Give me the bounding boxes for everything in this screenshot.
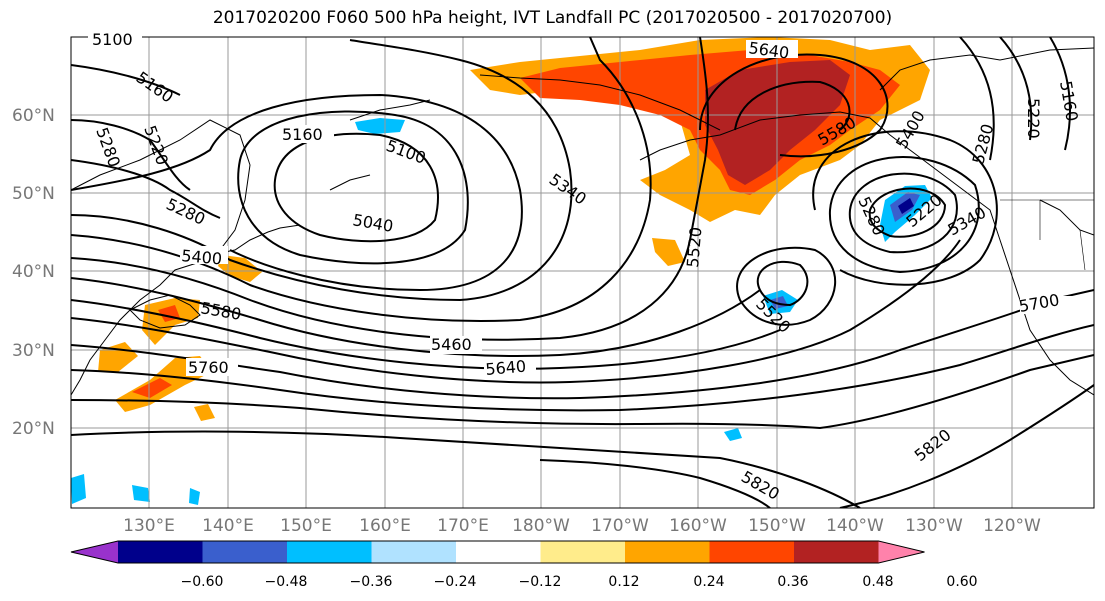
lat-label: 20°N <box>12 419 55 439</box>
lat-label: 30°N <box>12 341 55 361</box>
colorbar-segment <box>709 541 795 563</box>
contour-label: 5640 <box>485 357 527 379</box>
colorbar-tick: −0.12 <box>519 574 562 590</box>
contour-label: 5220 <box>1024 98 1043 139</box>
lon-label: 170°W <box>591 516 649 536</box>
lon-label: 140°E <box>202 516 254 536</box>
colorbar-segment <box>794 541 879 563</box>
latitude-labels: 60°N 50°N 40°N 30°N 20°N <box>12 106 55 439</box>
graticule <box>71 37 1094 508</box>
lon-label: 160°E <box>359 516 411 536</box>
contour-label: 5400 <box>181 246 223 268</box>
contour-label: 5760 <box>188 358 229 377</box>
colorbar-tick: 0.12 <box>608 574 639 590</box>
lat-label: 60°N <box>12 106 55 126</box>
colorbar-tick: 0.60 <box>946 574 977 590</box>
colorbar-segment <box>456 541 541 563</box>
lon-label: 150°E <box>280 516 332 536</box>
lat-label: 50°N <box>12 184 55 204</box>
height-contours <box>71 37 1094 508</box>
colorbar-ticks: −0.60 −0.48 −0.36 −0.24 −0.12 0.12 0.24 … <box>181 574 978 590</box>
colorbar-segment <box>202 541 288 563</box>
colorbar-segment <box>118 541 203 563</box>
lon-label: 120°W <box>983 516 1041 536</box>
colorbar-segment <box>625 541 710 563</box>
colorbar-segment <box>287 541 372 563</box>
lat-label: 40°N <box>12 262 55 282</box>
lon-label: 160°W <box>669 516 727 536</box>
colorbar <box>70 540 925 564</box>
lon-label: 130°E <box>123 516 175 536</box>
ivt-shading-negative <box>71 118 932 505</box>
colorbar-tick: −0.60 <box>181 574 224 590</box>
contour-label: 5100 <box>92 30 133 49</box>
contour-label: 5460 <box>431 335 472 354</box>
colorbar-segment <box>540 541 626 563</box>
colorbar-tick: 0.24 <box>693 574 724 590</box>
boundaries <box>1000 199 1094 271</box>
lon-label: 150°W <box>748 516 806 536</box>
contour-label: 5160 <box>282 125 323 144</box>
colorbar-tick: 0.36 <box>777 574 808 590</box>
lon-label: 180°W <box>512 516 570 536</box>
figure-title: 2017020200 F060 500 hPa height, IVT Land… <box>212 8 893 28</box>
colorbar-tick: −0.36 <box>350 574 393 590</box>
lon-label: 140°W <box>826 516 884 536</box>
lon-label: 130°W <box>905 516 963 536</box>
contour-label: 5520 <box>683 226 705 268</box>
colorbar-segment <box>371 541 457 563</box>
longitude-labels: 130°E 140°E 150°E 160°E 170°E 180°W 170°… <box>123 516 1041 536</box>
lon-label: 170°E <box>437 516 489 536</box>
colorbar-extend-high <box>878 541 925 563</box>
coastlines <box>71 47 1094 396</box>
colorbar-extend-low <box>71 541 118 563</box>
colorbar-tick: −0.48 <box>265 574 308 590</box>
colorbar-tick: 0.48 <box>862 574 893 590</box>
colorbar-tick: −0.24 <box>434 574 477 590</box>
map-frame <box>70 36 1095 509</box>
colorbar-outline <box>70 540 925 564</box>
